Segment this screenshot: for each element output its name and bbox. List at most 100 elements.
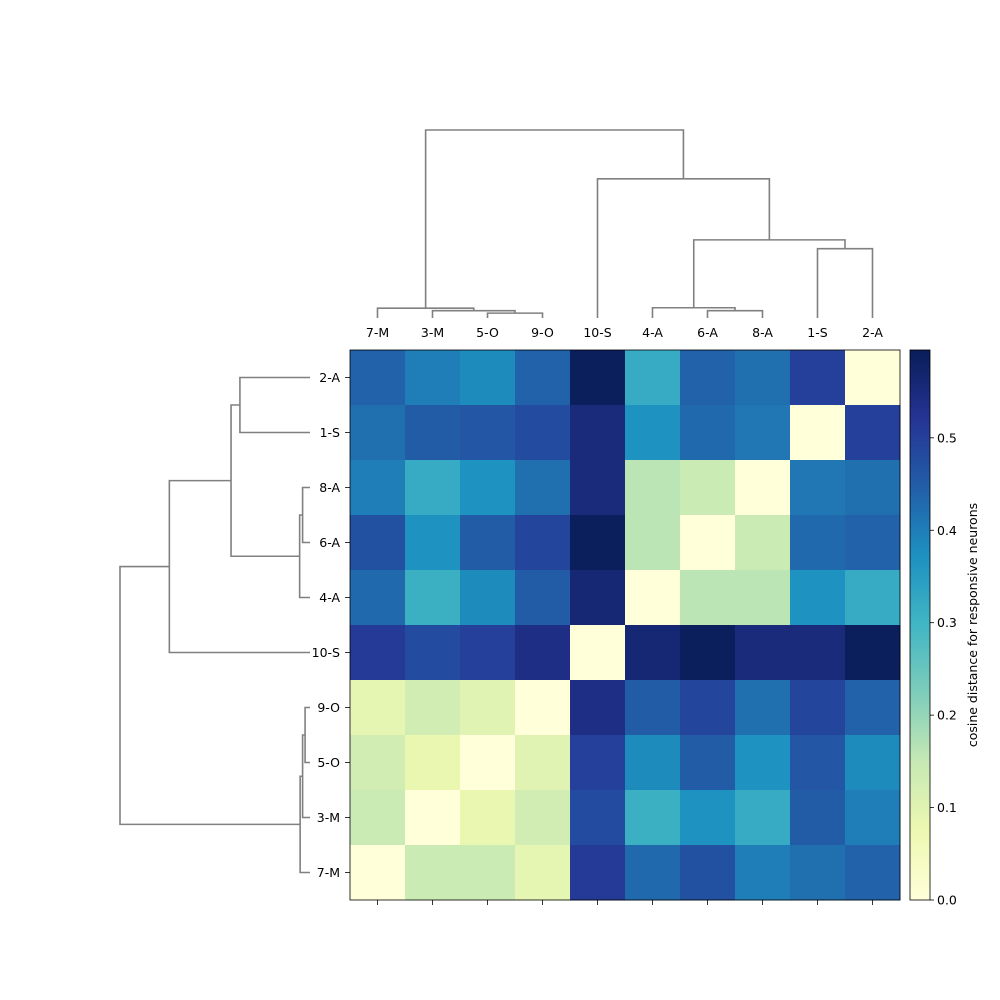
heatmap-cell bbox=[735, 790, 791, 846]
column-dendrogram-link bbox=[424, 129, 685, 309]
heatmap-cell bbox=[735, 460, 791, 516]
heatmap-cell bbox=[460, 570, 516, 626]
heatmap-cell bbox=[625, 680, 681, 736]
column-dendrogram-link bbox=[376, 307, 475, 318]
heatmap-cell bbox=[460, 515, 516, 571]
heatmap-cell bbox=[460, 845, 516, 901]
heatmap-cell bbox=[515, 515, 571, 571]
colorbar-tick-label: 0.2 bbox=[937, 708, 957, 723]
heatmap-cell bbox=[515, 790, 571, 846]
heatmap-cell bbox=[735, 845, 791, 901]
row-dendrogram-link bbox=[299, 775, 310, 874]
heatmap-cell bbox=[845, 570, 901, 626]
heatmap-cell bbox=[625, 790, 681, 846]
row-dendrogram-link bbox=[119, 565, 301, 826]
heatmap-cell bbox=[625, 515, 681, 571]
heatmap-cell bbox=[515, 350, 571, 406]
heatmap-cell bbox=[460, 460, 516, 516]
row-label: 4-A bbox=[319, 590, 340, 605]
heatmap-cell bbox=[515, 845, 571, 901]
heatmap-cell bbox=[405, 735, 461, 791]
heatmap-cell bbox=[460, 625, 516, 681]
column-label: 1-S bbox=[807, 325, 827, 340]
heatmap-cell bbox=[460, 680, 516, 736]
heatmap-cell bbox=[350, 625, 406, 681]
heatmap-cell bbox=[405, 790, 461, 846]
heatmap-cell bbox=[570, 405, 626, 461]
row-dendrogram-link bbox=[298, 514, 310, 599]
heatmap-cell bbox=[350, 735, 406, 791]
heatmap-cell bbox=[735, 735, 791, 791]
heatmap-cell bbox=[570, 735, 626, 791]
heatmap-cell bbox=[625, 625, 681, 681]
heatmap-cell bbox=[790, 515, 846, 571]
heatmap-cell bbox=[680, 405, 736, 461]
heatmap-cell bbox=[790, 790, 846, 846]
heatmap-cell bbox=[405, 625, 461, 681]
column-dendrogram bbox=[376, 129, 874, 318]
heatmap-cell bbox=[570, 570, 626, 626]
column-label: 3-M bbox=[421, 325, 444, 340]
heatmap-cell bbox=[350, 570, 406, 626]
heatmap-cell bbox=[680, 625, 736, 681]
heatmap-cell bbox=[625, 570, 681, 626]
row-label: 8-A bbox=[319, 480, 340, 495]
heatmap-cell bbox=[845, 625, 901, 681]
heatmap-cell bbox=[405, 845, 461, 901]
heatmap-cell bbox=[680, 735, 736, 791]
heatmap-cell bbox=[735, 350, 791, 406]
column-label: 5-O bbox=[476, 325, 499, 340]
heatmap-cell bbox=[515, 735, 571, 791]
colorbar-label: cosine distance for responsive neurons bbox=[965, 503, 980, 747]
heatmap-cell bbox=[680, 350, 736, 406]
heatmap-cell bbox=[350, 790, 406, 846]
colorbar-tick-label: 0.4 bbox=[937, 523, 957, 538]
heatmap-cell bbox=[570, 680, 626, 736]
column-label: 6-A bbox=[697, 325, 718, 340]
heatmap-cell bbox=[625, 350, 681, 406]
row-label: 6-A bbox=[319, 535, 340, 550]
column-label: 2-A bbox=[862, 325, 883, 340]
heatmap-cell bbox=[515, 460, 571, 516]
heatmap-cell bbox=[790, 570, 846, 626]
heatmap-cell bbox=[350, 405, 406, 461]
colorbar-tick-label: 0.5 bbox=[937, 430, 957, 445]
row-labels: 2-A 1-S 8-A 6-A 4-A 10-S 9-O 5-O 3-M 7-M bbox=[312, 370, 350, 880]
colorbar-tick-label: 0.0 bbox=[937, 893, 957, 908]
heatmap-cell bbox=[735, 570, 791, 626]
heatmap-cell bbox=[515, 680, 571, 736]
heatmap-cell bbox=[515, 405, 571, 461]
heatmap-cell bbox=[845, 735, 901, 791]
heatmap-cell bbox=[735, 625, 791, 681]
heatmap-cell bbox=[680, 515, 736, 571]
column-label: 10-S bbox=[583, 325, 611, 340]
heatmap-cell bbox=[790, 625, 846, 681]
heatmap-cell bbox=[405, 350, 461, 406]
heatmap-cell bbox=[460, 405, 516, 461]
heatmap-cell bbox=[790, 405, 846, 461]
heatmap-cell bbox=[680, 570, 736, 626]
heatmap-cell bbox=[460, 350, 516, 406]
heatmap-cell bbox=[845, 405, 901, 461]
heatmap-cell bbox=[405, 570, 461, 626]
row-dendrogram-link bbox=[168, 479, 310, 654]
heatmap-cell bbox=[735, 680, 791, 736]
heatmap-cell bbox=[405, 460, 461, 516]
row-dendrogram-link bbox=[301, 486, 310, 544]
heatmap-cell bbox=[570, 515, 626, 571]
row-label: 2-A bbox=[319, 370, 340, 385]
column-dendrogram-link bbox=[596, 178, 771, 318]
heatmap-cell bbox=[845, 460, 901, 516]
heatmap-cell bbox=[735, 405, 791, 461]
row-dendrogram-link bbox=[304, 706, 310, 764]
heatmap-cell bbox=[790, 845, 846, 901]
row-label: 1-S bbox=[320, 425, 340, 440]
colorbar-gradient bbox=[909, 349, 931, 901]
column-dendrogram-link bbox=[692, 239, 846, 308]
colorbar-tick-label: 0.3 bbox=[937, 615, 957, 630]
heatmap-cell bbox=[515, 625, 571, 681]
column-label: 9-O bbox=[531, 325, 554, 340]
row-label: 3-M bbox=[317, 810, 340, 825]
heatmap-cell bbox=[790, 735, 846, 791]
heatmap-cell bbox=[405, 405, 461, 461]
